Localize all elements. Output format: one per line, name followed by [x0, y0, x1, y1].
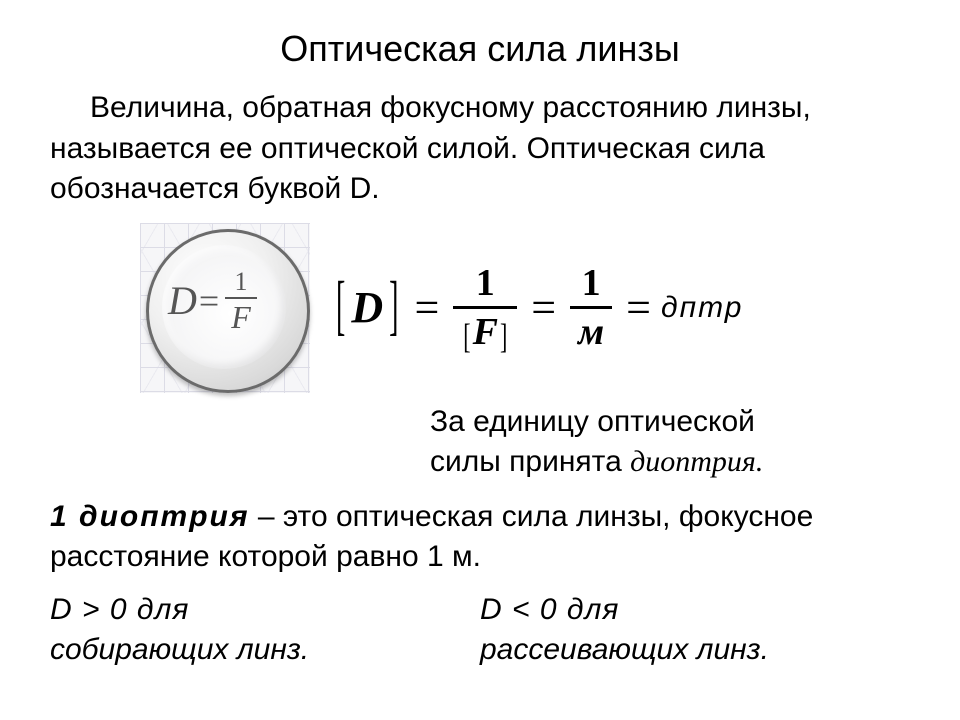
rbracket-1: ]	[389, 269, 398, 346]
dim-frac2-num: 1	[574, 262, 609, 304]
diverging-text: рассеивающих линз.	[480, 633, 769, 666]
dimension-formula: [ D ] = 1 [F] = 1 м = дптр	[334, 262, 743, 353]
dim-frac1-bar	[453, 306, 517, 309]
defn-one-dioptre: 1 диоптрия	[50, 500, 250, 533]
dim-eq-3: =	[626, 282, 651, 333]
dim-frac1-den: [F]	[453, 311, 517, 353]
defn-rest2: расстояние которой равно 1 м.	[50, 540, 481, 573]
dim-frac1-num: 1	[468, 262, 503, 304]
dim-frac-2: 1 м	[570, 262, 612, 353]
lens-formula-eq: =	[199, 280, 219, 322]
unit-dioptre: дптр	[661, 291, 743, 325]
formula-row: D = 1 F [ D ] = 1 [F] =	[140, 218, 910, 398]
lens-graphic: D = 1 F	[140, 223, 310, 393]
physics-slide: Оптическая сила линзы Величина, обратная…	[0, 0, 960, 720]
lens-formula-num: 1	[228, 269, 253, 295]
lens-formula-frac: 1 F	[225, 269, 257, 333]
unit-note-line1: За единицу оптической	[430, 405, 755, 438]
converging-cond: D > 0 для	[50, 593, 189, 626]
converging-note: D > 0 для собирающих линз.	[50, 590, 480, 671]
unit-note-line2b: диоптрия.	[630, 445, 763, 478]
unit-note: За единицу оптической силы принята диопт…	[430, 402, 910, 483]
lens-formula-D: D	[168, 277, 197, 324]
defn-rest1: – это оптическая сила линзы, фокусное	[250, 500, 814, 533]
sign-convention: D > 0 для собирающих линз. D < 0 для рас…	[50, 590, 910, 671]
dim-frac-1: 1 [F]	[453, 262, 517, 353]
dioptre-definition: 1 диоптрия – это оптическая сила линзы, …	[50, 497, 910, 578]
dim-frac2-den: м	[570, 311, 612, 353]
dim-frac2-bar	[570, 306, 612, 309]
converging-text: собирающих линз.	[50, 633, 309, 666]
diverging-cond: D < 0 для	[480, 593, 619, 626]
dim-eq-1: =	[414, 282, 439, 333]
unit-note-line2a: силы принята	[430, 445, 630, 478]
lens-formula: D = 1 F	[168, 269, 257, 333]
dim-eq-2: =	[531, 282, 556, 333]
dim-D: D	[351, 282, 383, 333]
intro-paragraph: Величина, обратная фокусному расстоянию …	[50, 88, 910, 210]
lens-formula-den: F	[225, 301, 257, 333]
lbracket-1: [	[336, 269, 345, 346]
diverging-note: D < 0 для рассеивающих линз.	[480, 590, 910, 671]
page-title: Оптическая сила линзы	[50, 28, 910, 70]
